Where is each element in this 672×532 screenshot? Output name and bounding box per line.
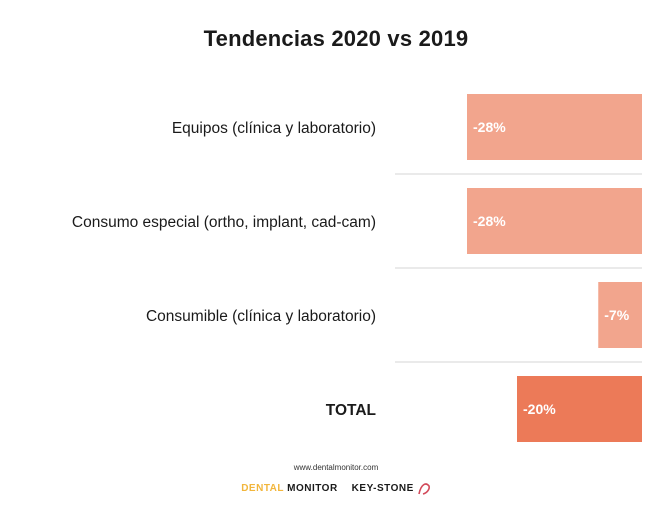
category-labels: Equipos (clínica y laboratorio) Consumo e… [72, 120, 376, 419]
bar-value-label: -7% [604, 307, 629, 323]
bar-value-label: -28% [473, 213, 506, 229]
row-separators [395, 173, 642, 363]
bar-value-label: -28% [473, 119, 506, 135]
chart-title: Tendencias 2020 vs 2019 [203, 26, 469, 51]
bar-2 [467, 188, 642, 254]
category-label: TOTAL [326, 402, 376, 419]
bar-3 [598, 282, 642, 348]
bar-1 [467, 94, 642, 160]
dental-monitor-logo: DENTAL MONITOR [241, 482, 338, 494]
category-label: Consumible (clínica y laboratorio) [146, 308, 376, 325]
keystone-mark-icon [417, 483, 430, 495]
footer-logos: DENTAL MONITOR KEY-STONE [0, 480, 672, 496]
category-label: Consumo especial (ortho, implant, cad-ca… [72, 214, 376, 231]
source-url: www.dentalmonitor.com [293, 463, 379, 472]
value-labels: -28% -28% -7% -20% [473, 119, 630, 417]
bar-4 [517, 376, 642, 442]
category-label: Equipos (clínica y laboratorio) [172, 120, 376, 137]
keystone-logo: KEY-STONE [352, 480, 431, 496]
bar-value-label: -20% [523, 401, 556, 417]
bars [467, 94, 642, 442]
